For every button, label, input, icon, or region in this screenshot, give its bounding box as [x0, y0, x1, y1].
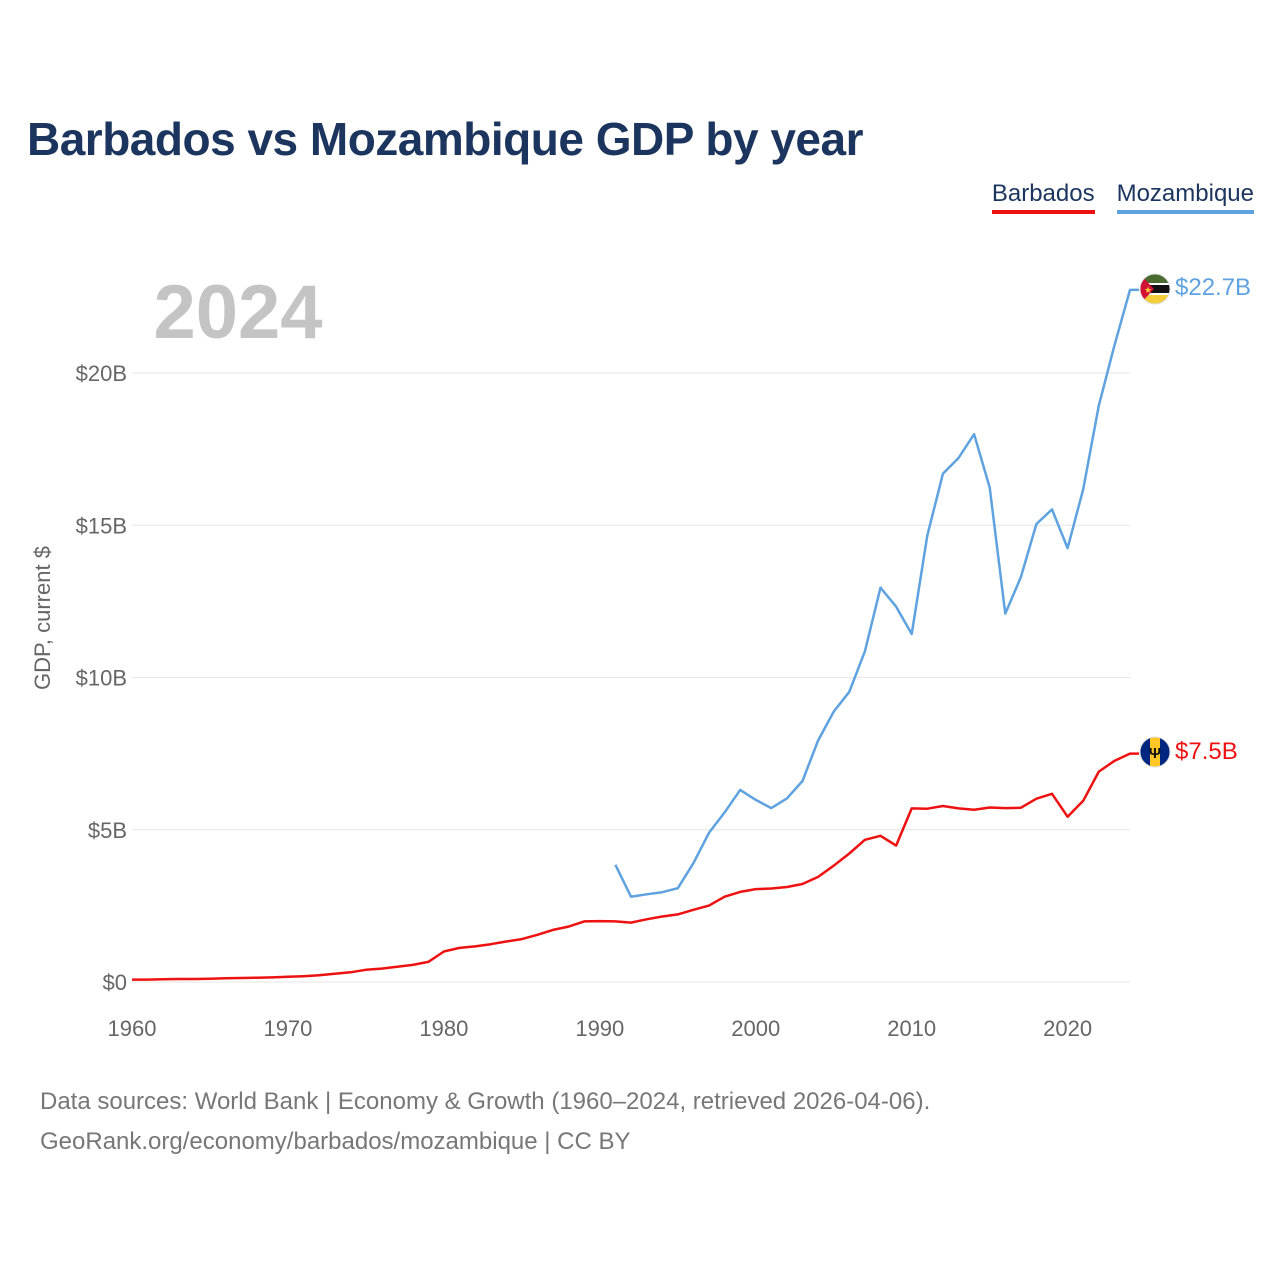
end-value-label-mozambique: $22.7B: [1175, 274, 1251, 301]
x-tick-label: 1980: [419, 1016, 468, 1041]
svg-text:Ψ: Ψ: [1149, 745, 1161, 762]
y-tick-label: $5B: [88, 818, 127, 843]
x-axis: 1960 1970 1980 1990 2000 2010 2020: [108, 1016, 1093, 1041]
end-value-label-barbados: $7.5B: [1175, 738, 1238, 765]
svg-text:★: ★: [1144, 285, 1152, 295]
barbados-flag-icon: Ψ: [1139, 736, 1171, 768]
legend-item-barbados[interactable]: Barbados: [991, 180, 1095, 214]
x-tick-label: 1960: [108, 1016, 157, 1041]
y-axis: $0 $5B $10B $15B $20B: [76, 361, 127, 995]
legend-item-mozambique[interactable]: Mozambique: [1116, 180, 1254, 214]
x-tick-label: 2000: [731, 1016, 780, 1041]
y-tick-label: $10B: [76, 666, 127, 691]
x-tick-label: 1970: [263, 1016, 312, 1041]
footer: Data sources: World Bank | Economy & Gro…: [40, 1082, 930, 1162]
x-tick-label: 1990: [575, 1016, 624, 1041]
grid: [132, 372, 1130, 983]
series-line-barbados: [132, 752, 1139, 981]
y-tick-label: $20B: [76, 361, 127, 386]
chart-title: Barbados vs Mozambique GDP by year: [27, 113, 863, 165]
source-note: Data sources: World Bank | Economy & Gro…: [40, 1088, 931, 1115]
y-axis-label: GDP, current $: [30, 546, 55, 690]
y-tick-label: $0: [103, 970, 127, 995]
legend: Barbados Mozambique: [991, 180, 1254, 214]
source-link[interactable]: GeoRank.org/economy/barbados/mozambique …: [40, 1128, 631, 1155]
x-tick-label: 2020: [1043, 1016, 1092, 1041]
series-line-mozambique: [614, 288, 1139, 898]
x-tick-label: 2010: [887, 1016, 936, 1041]
y-tick-label: $15B: [76, 513, 127, 538]
year-watermark: 2024: [153, 270, 322, 355]
mozambique-flag-icon: ★: [1139, 273, 1171, 305]
